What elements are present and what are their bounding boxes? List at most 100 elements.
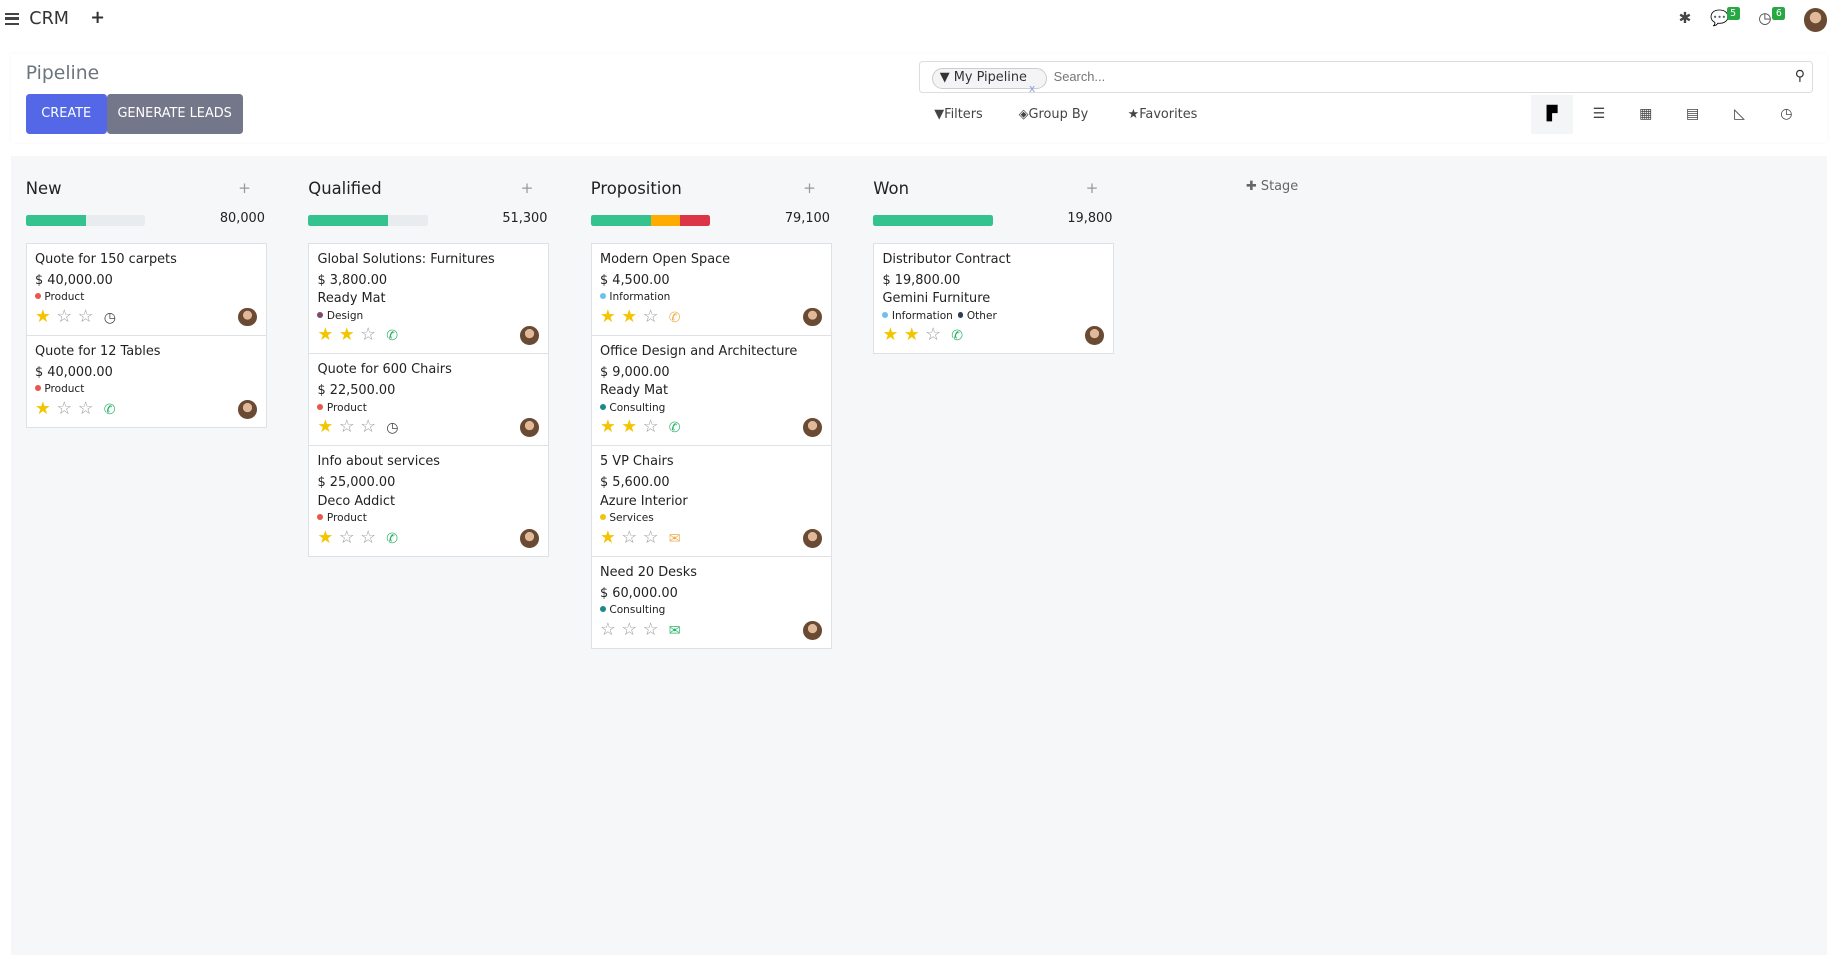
kanban-card[interactable]: Quote for 12 Tables $ 40,000.00 Product ★ … (27, 336, 266, 427)
kanban-card[interactable]: Info about services $ 25,000.00 Deco Addi… (309, 446, 548, 556)
progress-segment[interactable] (590, 214, 651, 227)
priority-star-icon[interactable]: ☆ (56, 398, 73, 419)
priority-star-icon[interactable]: ★ (882, 325, 899, 346)
column-progress-bar[interactable] (308, 214, 428, 227)
debug-bug-icon[interactable]: ✱ (1678, 9, 1692, 28)
kanban-card[interactable]: Distributor Contract $ 19,800.00 Gemini F… (874, 244, 1113, 354)
group-by-button[interactable]: ◈Group By (1019, 107, 1089, 122)
kanban-card[interactable]: Quote for 600 Chairs $ 22,500.00 Product ★… (309, 354, 549, 447)
quick-create-plus-icon[interactable]: + (90, 8, 105, 29)
priority-star-icon[interactable]: ★ (599, 306, 616, 327)
favorites-button[interactable]: ★Favorites (1128, 107, 1198, 122)
kanban-card[interactable]: Modern Open Space $ 4,500.00 Information ★… (591, 244, 831, 336)
app-name[interactable]: CRM (29, 9, 69, 30)
priority-stars[interactable]: ★ ★ ☆ ✆ (317, 326, 540, 346)
priority-star-icon[interactable]: ★ (317, 528, 334, 549)
priority-star-icon[interactable]: ☆ (56, 306, 73, 327)
kanban-card[interactable]: Quote for 150 carpets $ 40,000.00 Product… (26, 244, 266, 336)
column-quick-add-icon[interactable]: + (520, 179, 534, 198)
pivot-view-button[interactable]: ▤ (1686, 105, 1700, 122)
list-view-button[interactable]: ☰ (1592, 105, 1606, 122)
column-quick-add-icon[interactable]: + (803, 179, 816, 198)
phone-icon[interactable]: ✆ (386, 531, 399, 548)
priority-stars[interactable]: ★ ☆ ☆ ✉ (600, 529, 823, 549)
calendar-view-button[interactable]: ▦ (1639, 105, 1653, 122)
phone-icon[interactable]: ✆ (668, 309, 681, 326)
mail-icon[interactable]: ✉ (668, 531, 681, 548)
priority-star-icon[interactable]: ☆ (360, 528, 376, 549)
priority-star-icon[interactable]: ☆ (77, 398, 94, 419)
priority-stars[interactable]: ★ ☆ ☆ ◷ (34, 306, 258, 328)
progress-segment[interactable] (680, 214, 711, 227)
clock-icon[interactable]: ◷ (103, 309, 117, 326)
priority-star-icon[interactable]: ★ (34, 398, 51, 419)
column-title[interactable]: Proposition (590, 179, 682, 199)
user-avatar[interactable] (1804, 8, 1828, 32)
priority-star-icon[interactable]: ★ (338, 325, 355, 346)
column-progress-bar[interactable] (590, 214, 711, 227)
activity-view-button[interactable]: ◷ (1780, 105, 1793, 122)
priority-star-icon[interactable]: ☆ (338, 528, 355, 549)
priority-star-icon[interactable]: ★ (599, 528, 616, 549)
filters-button[interactable]: ▼Filters (934, 107, 983, 122)
priority-stars[interactable]: ★ ★ ☆ ✆ (600, 418, 823, 438)
graph-view-button[interactable]: ◺ (1734, 105, 1745, 122)
priority-star-icon[interactable]: ★ (621, 306, 638, 327)
progress-segment[interactable] (25, 214, 86, 227)
mail-icon[interactable]: ✉ (668, 623, 681, 640)
phone-icon[interactable]: ✆ (103, 401, 116, 418)
priority-star-icon[interactable]: ★ (317, 325, 334, 346)
column-quick-add-icon[interactable]: + (238, 179, 251, 198)
priority-star-icon[interactable]: ☆ (642, 620, 659, 641)
progress-segment[interactable] (873, 214, 993, 227)
clock-icon[interactable]: ◷ (386, 420, 399, 437)
priority-stars[interactable]: ★ ☆ ☆ ✆ (35, 400, 258, 420)
search-facet-my-pipeline[interactable]: ▼ My Pipeline (931, 67, 1047, 89)
remove-facet-icon[interactable]: x (1029, 83, 1036, 96)
priority-star-icon[interactable]: ★ (599, 417, 616, 438)
priority-star-icon[interactable]: ★ (317, 417, 334, 438)
priority-star-icon[interactable]: ☆ (925, 325, 941, 346)
column-title[interactable]: New (25, 179, 62, 199)
kanban-card[interactable]: Global Solutions: Furnitures $ 3,800.00 R… (309, 244, 549, 355)
priority-stars[interactable]: ★ ★ ☆ ✆ (599, 306, 823, 328)
messages-chat-icon[interactable]: 💬 (1710, 9, 1730, 28)
generate-leads-button[interactable]: GENERATE LEADS (106, 93, 243, 134)
search-input[interactable] (1051, 67, 1760, 86)
priority-star-icon[interactable]: ☆ (642, 306, 659, 327)
priority-star-icon[interactable]: ☆ (599, 620, 616, 641)
priority-star-icon[interactable]: ☆ (77, 306, 94, 327)
kanban-view-button[interactable]: ▛ (1530, 94, 1574, 134)
priority-stars[interactable]: ★ ★ ☆ ✆ (882, 326, 1105, 346)
priority-star-icon[interactable]: ☆ (621, 620, 638, 641)
phone-icon[interactable]: ✆ (386, 328, 399, 345)
kanban-card[interactable]: Need 20 Desks $ 60,000.00 Consulting ☆ ☆ ☆… (592, 557, 831, 648)
priority-star-icon[interactable]: ☆ (360, 417, 376, 438)
priority-star-icon[interactable]: ★ (903, 325, 920, 346)
menu-icon[interactable] (4, 12, 19, 25)
column-progress-bar[interactable] (873, 214, 993, 227)
priority-stars[interactable]: ★ ☆ ☆ ✆ (317, 529, 540, 549)
progress-segment[interactable] (650, 214, 681, 227)
priority-star-icon[interactable]: ☆ (338, 417, 355, 438)
kanban-card[interactable]: Office Design and Architecture $ 9,000.0… (591, 336, 831, 447)
add-stage-button[interactable]: ✚ Stage (1246, 179, 1299, 195)
column-title[interactable]: Won (873, 179, 909, 199)
priority-star-icon[interactable]: ★ (34, 306, 51, 327)
priority-star-icon[interactable]: ☆ (621, 528, 638, 549)
kanban-card[interactable]: 5 VP Chairs $ 5,600.00 Azure Interior Serv… (591, 446, 831, 557)
activities-clock-icon[interactable]: ◷ (1758, 9, 1772, 28)
progress-segment[interactable] (308, 214, 389, 227)
column-quick-add-icon[interactable]: + (1085, 179, 1099, 198)
priority-star-icon[interactable]: ☆ (360, 325, 376, 346)
priority-star-icon[interactable]: ★ (621, 417, 638, 438)
search-icon[interactable]: ⚲ (1794, 67, 1805, 84)
priority-stars[interactable]: ☆ ☆ ☆ ✉ (600, 621, 823, 641)
create-button[interactable]: CREATE (25, 93, 107, 134)
column-progress-bar[interactable] (25, 214, 146, 227)
priority-star-icon[interactable]: ☆ (642, 417, 659, 438)
priority-stars[interactable]: ★ ☆ ☆ ◷ (317, 418, 540, 438)
priority-star-icon[interactable]: ☆ (642, 528, 659, 549)
phone-icon[interactable]: ✆ (668, 420, 681, 437)
phone-icon[interactable]: ✆ (951, 328, 964, 345)
